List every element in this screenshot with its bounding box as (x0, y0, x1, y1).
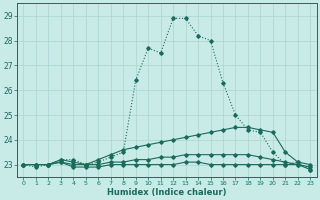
X-axis label: Humidex (Indice chaleur): Humidex (Indice chaleur) (107, 188, 227, 197)
